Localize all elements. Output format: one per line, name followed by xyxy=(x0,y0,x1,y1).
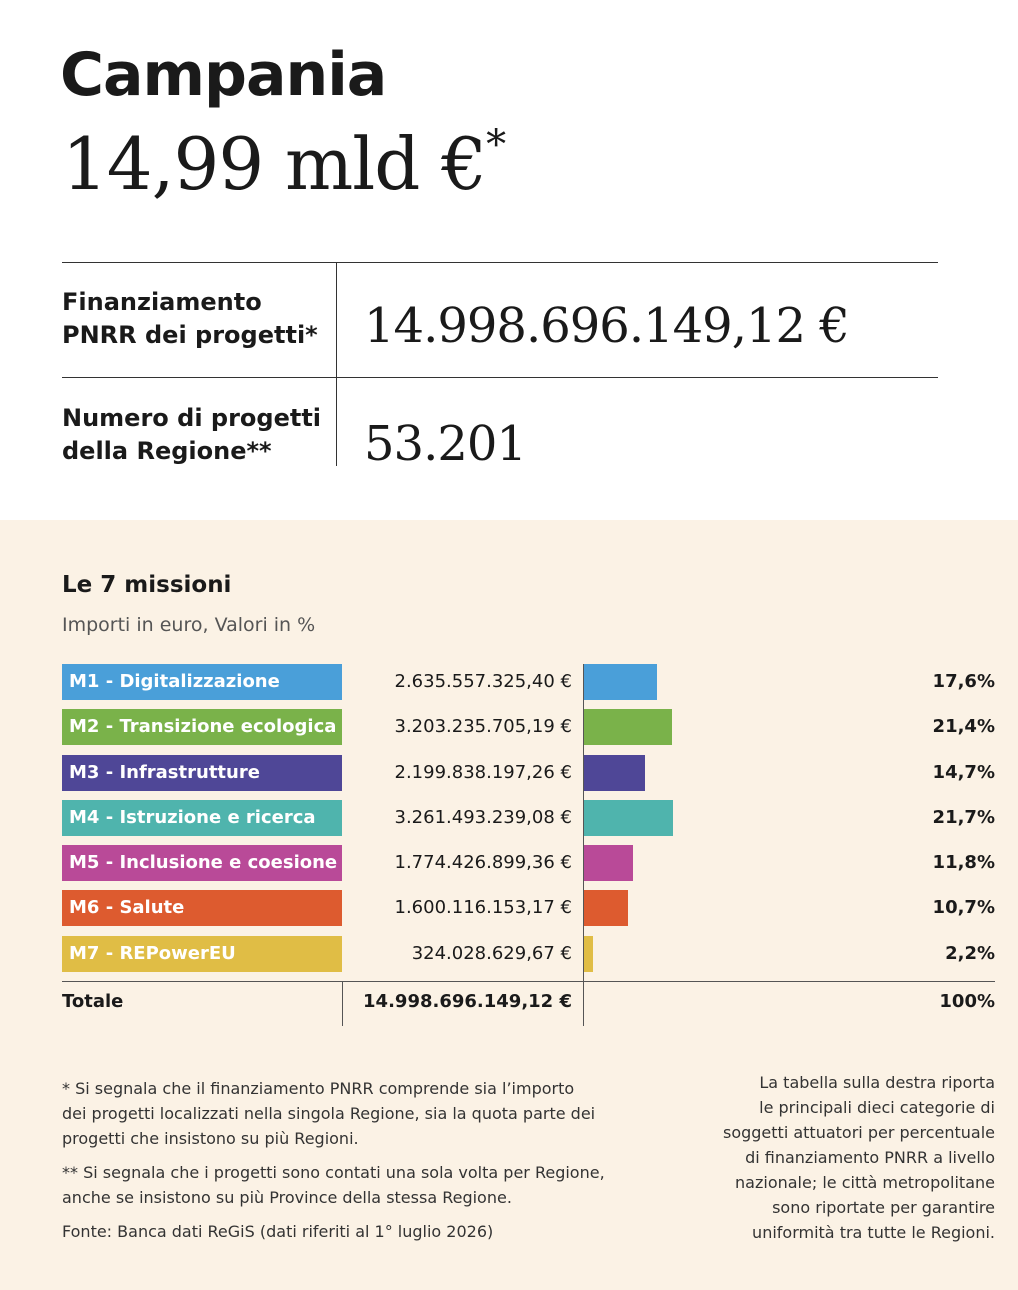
mission-bar xyxy=(584,935,594,972)
mission-amount: 3.203.235.705,19 € xyxy=(394,716,573,738)
mission-row: M2 - Transizione ecologica 3.203.235.705,… xyxy=(62,709,995,755)
mission-rows: M1 - Digitalizzazione 2.635.557.325,40 € 1… xyxy=(62,664,995,982)
mission-label: M4 - Istruzione e ricerca xyxy=(62,799,342,836)
mission-bar xyxy=(584,754,645,791)
mission-amount: 324.028.629,67 € xyxy=(411,942,572,964)
mission-row: M1 - Digitalizzazione 2.635.557.325,40 € 1… xyxy=(62,664,995,710)
region-total-amount: 14,99 mld €* xyxy=(62,122,506,206)
mission-row: M4 - Istruzione e ricerca 3.261.493.239,0… xyxy=(62,799,995,846)
source-note: Fonte: Banca dati ReGiS (dati riferiti a… xyxy=(62,1222,494,1241)
mission-bar xyxy=(584,709,673,746)
total-row: Totale 14.998.696.149,12 € 100% xyxy=(62,982,995,1027)
mission-label: M6 - Salute xyxy=(62,890,342,927)
mission-bar-cell: 11,8% xyxy=(583,845,995,891)
mission-bar xyxy=(584,890,629,927)
header-section: Campania 14,99 mld €* Finanziamento PNRR… xyxy=(0,0,1018,520)
divider-top xyxy=(62,262,938,263)
mission-percent: 17,6% xyxy=(932,671,995,692)
mission-percent: 11,8% xyxy=(932,852,995,874)
total-label: Totale xyxy=(62,991,124,1013)
mission-bar-cell: 17,6% xyxy=(583,664,995,710)
funding-label: Finanziamento PNRR dei progetti* xyxy=(62,288,318,349)
mission-amount: 3.261.493.239,08 € xyxy=(394,806,573,828)
total-percent: 100% xyxy=(939,991,995,1013)
mission-label: M5 - Inclusione e coesione xyxy=(62,845,342,882)
mission-percent: 10,7% xyxy=(932,897,995,919)
projects-value: 53.201 xyxy=(364,416,527,472)
mission-bar xyxy=(584,799,674,836)
projects-label: Numero di progetti della Regione** xyxy=(62,404,322,465)
mission-bar xyxy=(584,664,657,700)
mission-bar xyxy=(584,845,633,882)
section-subtitle: Importi in euro, Valori in % xyxy=(62,614,316,636)
missions-table: M1 - Digitalizzazione 2.635.557.325,40 € 1… xyxy=(62,664,995,1027)
total-amount: 14.998.696.149,12 € xyxy=(363,991,572,1013)
divider-vertical xyxy=(336,262,337,466)
mission-bar-cell: 2,2% xyxy=(583,935,995,982)
region-title: Campania xyxy=(60,40,387,110)
mission-bar-cell: 10,7% xyxy=(583,890,995,936)
mission-bar-cell: 21,4% xyxy=(583,709,995,755)
section-title: Le 7 missioni xyxy=(62,572,232,598)
mission-percent: 14,7% xyxy=(932,761,995,783)
mission-percent: 21,4% xyxy=(932,716,995,738)
total-separator xyxy=(62,981,995,983)
funding-value: 14.998.696.149,12 € xyxy=(364,298,850,354)
total-divider-left xyxy=(342,982,343,1027)
mission-row: M3 - Infrastrutture 2.199.838.197,26 € 14,… xyxy=(62,754,995,800)
total-footnote-mark: * xyxy=(486,122,506,168)
total-divider-right xyxy=(583,982,584,1027)
mission-row: M6 - Salute 1.600.116.153,17 € 10,7% xyxy=(62,890,995,936)
footnote-funding: * Si segnala che il finanziamento PNRR c… xyxy=(62,1079,596,1148)
total-amount-text: 14,99 mld € xyxy=(62,122,487,206)
mission-label: M2 - Transizione ecologica xyxy=(62,709,342,746)
mission-amount: 1.600.116.153,17 € xyxy=(394,897,573,919)
footnote-projects: ** Si segnala che i progetti sono contat… xyxy=(62,1163,605,1207)
mission-label: M3 - Infrastrutture xyxy=(62,754,342,791)
divider-middle xyxy=(62,377,938,378)
mission-amount: 2.199.838.197,26 € xyxy=(394,761,573,783)
mission-percent: 21,7% xyxy=(932,806,995,828)
missions-section: Le 7 missioni Importi in euro, Valori in… xyxy=(0,520,1018,1290)
mission-label: M1 - Digitalizzazione xyxy=(62,664,342,700)
mission-label: M7 - REPowerEU xyxy=(62,935,342,972)
mission-percent: 2,2% xyxy=(945,942,995,964)
mission-row: M5 - Inclusione e coesione 1.774.426.899,… xyxy=(62,845,995,891)
side-note: La tabella sulla destra riporta le princ… xyxy=(722,1073,995,1242)
mission-row: M7 - REPowerEU 324.028.629,67 € 2,2% xyxy=(62,935,995,982)
mission-amount: 2.635.557.325,40 € xyxy=(394,671,573,692)
mission-amount: 1.774.426.899,36 € xyxy=(394,852,573,874)
mission-bar-cell: 21,7% xyxy=(583,799,995,846)
mission-bar-cell: 14,7% xyxy=(583,754,995,800)
